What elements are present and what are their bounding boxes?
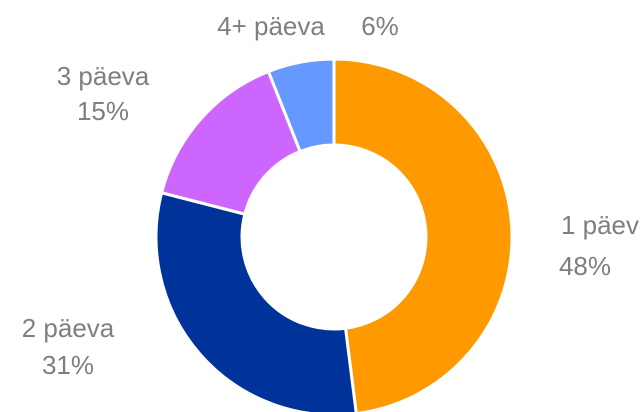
slice-label: 4+ päeva: [217, 11, 325, 41]
slice-label: 3 päeva: [57, 61, 150, 91]
slice-label: 2 päeva: [22, 313, 115, 343]
value-label: 6%: [361, 11, 399, 41]
donut-slice: [332, 57, 514, 412]
value-label: 31%: [42, 350, 94, 380]
slice-label: 1 päev: [561, 210, 639, 240]
donut-slice: [154, 190, 358, 412]
donut-slice: [266, 57, 336, 154]
value-label: 15%: [77, 96, 129, 126]
value-label: 48%: [559, 251, 611, 281]
donut-slice: [159, 69, 303, 216]
